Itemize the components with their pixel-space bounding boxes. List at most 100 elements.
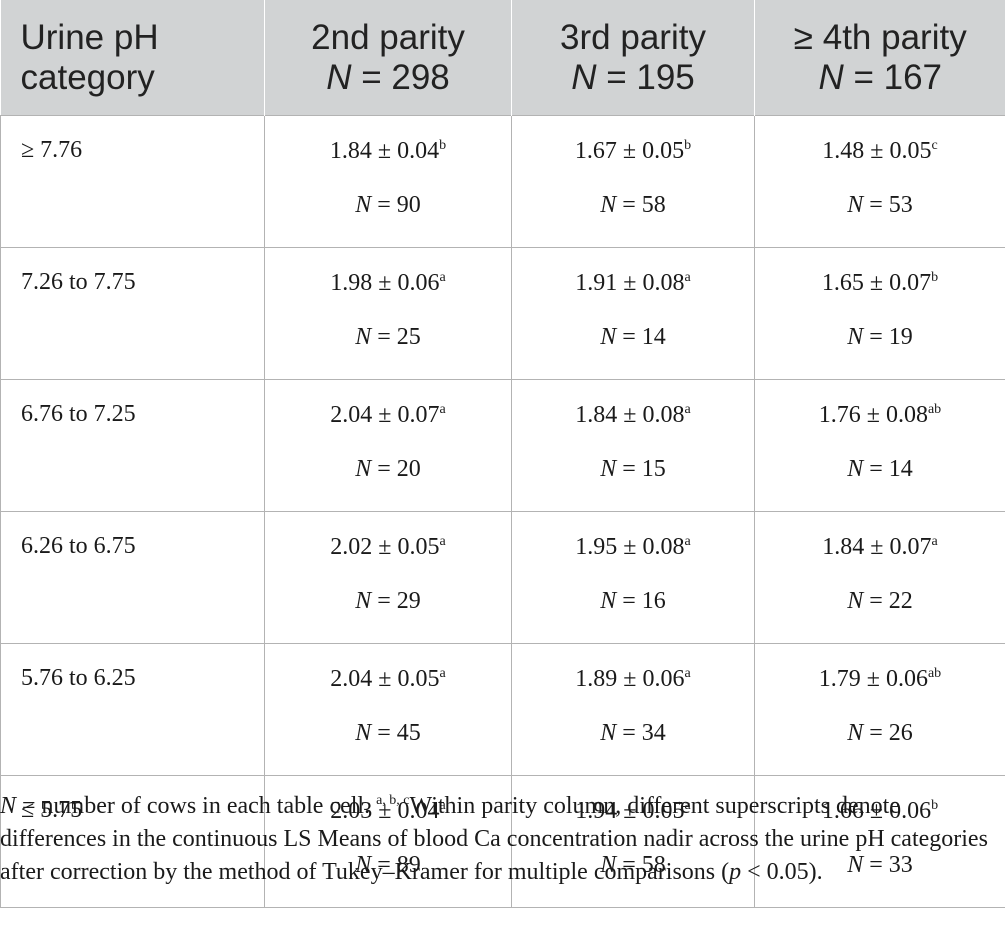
n-symbol: N — [847, 192, 864, 218]
n-count-line: N = 15 — [512, 455, 754, 483]
mean-se-value: 1.91 ± 0.08 — [575, 270, 685, 296]
n-symbol: N — [355, 324, 372, 350]
n-symbol: N — [600, 192, 617, 218]
n-count-value: = 45 — [371, 720, 421, 746]
n-count-value: = 16 — [616, 588, 666, 614]
table-body: ≥ 7.76 1.84 ± 0.04b N = 90 1.67 ± 0.05b N = … — [0, 115, 1005, 908]
mean-se-line: 1.84 ± 0.07a — [755, 533, 1005, 561]
mean-se-line: 1.65 ± 0.07b — [755, 269, 1005, 297]
n-count-line: N = 25 — [265, 323, 511, 351]
mean-se-value: 2.03 ± 0.04 — [330, 798, 440, 824]
n-count-value: = 15 — [616, 456, 666, 482]
urine-ph-category-cell: 7.26 to 7.75 — [0, 247, 265, 380]
footnote-text: < 0.05). — [741, 859, 823, 885]
significance-superscript: a — [439, 798, 446, 813]
mean-se-value: 1.67 ± 0.05 — [574, 138, 685, 164]
significance-superscript: a — [684, 666, 691, 681]
n-count-value: = 29 — [371, 588, 421, 614]
n-count-line: N = 58 — [512, 851, 754, 879]
n-symbol: N — [600, 324, 617, 350]
significance-superscript: a — [439, 402, 446, 417]
n-value: = 195 — [596, 57, 695, 97]
mean-se-line: 1.67 ± 0.05b — [512, 137, 754, 165]
n-count-value: = 53 — [863, 192, 913, 218]
n-symbol: N — [600, 456, 617, 482]
n-symbol: N — [818, 57, 844, 97]
value-cell: 1.94 ± 0.05a N = 58 — [511, 775, 755, 908]
mean-se-value: 1.79 ± 0.06 — [818, 666, 928, 692]
value-cell: 1.89 ± 0.06a N = 34 — [511, 643, 755, 776]
n-symbol: N — [571, 57, 597, 97]
results-table: Urine pH category 2nd parity N = 298 3rd… — [0, 0, 1005, 908]
mean-se-value: 1.84 ± 0.04 — [329, 138, 440, 164]
mean-se-value: 1.76 ± 0.08 — [818, 402, 928, 428]
table-row: 5.76 to 6.25 2.04 ± 0.05a N = 45 1.89 ± 0.0… — [0, 643, 1005, 776]
mean-se-line: 2.04 ± 0.05a — [265, 665, 511, 693]
value-cell: 2.04 ± 0.07a N = 20 — [264, 379, 512, 512]
significance-superscript: c — [931, 138, 938, 153]
header-line: Urine pH — [20, 17, 159, 57]
mean-se-line: 2.04 ± 0.07a — [265, 401, 511, 429]
table-row: 6.76 to 7.25 2.04 ± 0.07a N = 20 1.84 ± 0.0… — [0, 379, 1005, 512]
mean-se-line: 1.84 ± 0.04b — [265, 137, 511, 165]
value-cell: 1.84 ± 0.07a N = 22 — [754, 511, 1005, 644]
mean-se-value: 1.94 ± 0.05 — [575, 798, 685, 824]
header-title: ≥ 4th parity — [793, 17, 967, 57]
footnote-text: = number of cows in each table cell. — [16, 793, 377, 819]
urine-ph-category-cell: ≥ 7.76 — [0, 115, 265, 248]
value-cell: 2.04 ± 0.05a N = 45 — [264, 643, 512, 776]
n-count-value: = 20 — [371, 456, 421, 482]
header-4th-parity: ≥ 4th parity N = 167 — [754, 0, 1005, 116]
significance-superscript: b — [439, 138, 447, 153]
urine-ph-category-cell: 6.76 to 7.25 — [0, 379, 265, 512]
n-symbol: N — [326, 57, 352, 97]
mean-se-value: 2.02 ± 0.05 — [330, 534, 440, 560]
table-header-row: Urine pH category 2nd parity N = 298 3rd… — [0, 0, 1005, 116]
footnote-text: Within parity column, different superscr… — [0, 793, 988, 885]
footnote-n-symbol: N — [0, 793, 17, 819]
mean-se-line: 1.76 ± 0.08ab — [755, 401, 1005, 429]
value-cell: 1.84 ± 0.08a N = 15 — [511, 379, 755, 512]
mean-se-value: 2.04 ± 0.05 — [330, 666, 440, 692]
header-title: 3rd parity — [560, 17, 706, 57]
significance-superscript: ab — [927, 402, 942, 417]
mean-se-line: 1.89 ± 0.06a — [512, 665, 754, 693]
footnote-p-symbol: p — [729, 859, 742, 885]
significance-superscript: a — [439, 534, 446, 549]
mean-se-line: 1.79 ± 0.06ab — [755, 665, 1005, 693]
value-cell: 1.98 ± 0.06a N = 25 — [264, 247, 512, 380]
mean-se-line: 2.02 ± 0.05a — [265, 533, 511, 561]
significance-superscript: b — [931, 270, 939, 285]
n-count-value: = 22 — [863, 588, 913, 614]
n-symbol: N — [847, 588, 864, 614]
header-n: N = 298 — [265, 58, 511, 98]
header-urine-ph-category: Urine pH category — [0, 0, 265, 116]
significance-superscript: a — [684, 798, 691, 813]
value-cell: 1.91 ± 0.08a N = 14 — [511, 247, 755, 380]
significance-superscript: a — [684, 270, 691, 285]
mean-se-value: 1.89 ± 0.06 — [575, 666, 685, 692]
urine-ph-category-cell: 5.76 to 6.25 — [0, 643, 265, 776]
value-cell: 1.84 ± 0.04b N = 90 — [264, 115, 512, 248]
mean-se-line: 1.48 ± 0.05c — [755, 137, 1005, 165]
n-symbol: N — [847, 324, 864, 350]
value-cell: 1.76 ± 0.08ab N = 14 — [754, 379, 1005, 512]
n-count-value: = 89 — [371, 852, 421, 878]
significance-superscript: b — [931, 798, 939, 813]
value-cell: 2.03 ± 0.04a N = 89 — [264, 775, 512, 908]
header-2nd-parity: 2nd parity N = 298 — [264, 0, 512, 116]
n-count-line: N = 26 — [755, 719, 1005, 747]
n-symbol: N — [355, 852, 372, 878]
mean-se-line: 1.98 ± 0.06a — [265, 269, 511, 297]
n-count-line: N = 22 — [755, 587, 1005, 615]
n-value: = 167 — [843, 57, 943, 97]
n-count-value: = 34 — [616, 720, 666, 746]
n-symbol: N — [600, 852, 617, 878]
n-count-value: = 58 — [616, 852, 666, 878]
mean-se-value: 1.98 ± 0.06 — [330, 270, 440, 296]
n-count-line: N = 89 — [265, 851, 511, 879]
n-count-line: N = 19 — [755, 323, 1005, 351]
header-line: category — [20, 57, 155, 97]
header-title: 2nd parity — [311, 17, 465, 57]
n-count-line: N = 53 — [755, 191, 1005, 219]
